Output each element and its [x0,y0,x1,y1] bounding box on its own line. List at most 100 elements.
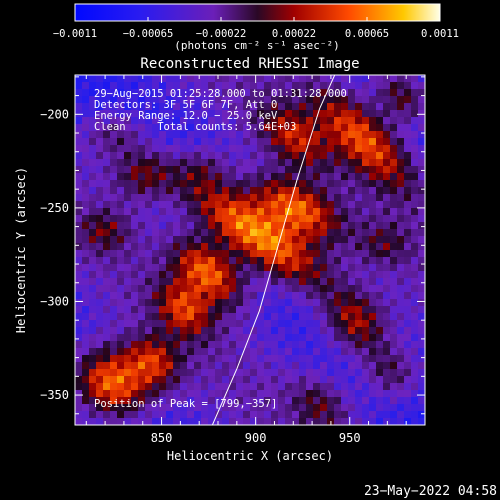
heatmap-cell [257,292,265,300]
heatmap-cell [166,271,174,279]
heatmap-cell [383,138,391,146]
heatmap-cell [362,145,370,153]
heatmap-cell [124,306,132,314]
heatmap-cell [376,390,384,398]
heatmap-cell [327,110,335,118]
heatmap-cell [369,138,377,146]
heatmap-cell [376,306,384,314]
heatmap-cell [180,236,188,244]
heatmap-cell [271,229,279,237]
heatmap-cell [145,138,153,146]
heatmap-cell [411,250,419,258]
heatmap-cell [229,222,237,230]
heatmap-cell [313,82,321,90]
heatmap-cell [404,299,412,307]
heatmap-cell [362,369,370,377]
heatmap-cell [418,201,425,209]
heatmap-cell [166,306,174,314]
heatmap-cell [208,229,216,237]
heatmap-cell [180,173,188,181]
heatmap-cell [166,152,174,160]
heatmap-cell [131,264,139,272]
heatmap-cell [376,159,384,167]
heatmap-cell [75,362,83,370]
heatmap-cell [292,264,300,272]
heatmap-cell [341,390,349,398]
heatmap-cell [418,376,425,384]
heatmap-cell [236,397,244,405]
heatmap-cell [187,166,195,174]
heatmap-cell [222,376,230,384]
heatmap-cell [96,306,104,314]
heatmap-cell [383,180,391,188]
heatmap-cell [131,390,139,398]
heatmap-cell [236,138,244,146]
heatmap-cell [355,306,363,314]
heatmap-cell [376,355,384,363]
heatmap-cell [313,285,321,293]
heatmap-cell [376,257,384,265]
heatmap-cell [327,362,335,370]
heatmap-cell [117,334,125,342]
heatmap-cell [173,173,181,181]
heatmap-cell [292,299,300,307]
heatmap-cell [404,201,412,209]
heatmap-cell [390,173,398,181]
heatmap-cell [348,173,356,181]
heatmap-cell [418,166,425,174]
heatmap-cell [117,222,125,230]
heatmap-cell [194,285,202,293]
heatmap-cell [313,187,321,195]
heatmap-cell [334,355,342,363]
heatmap-cell [208,166,216,174]
heatmap-cell [166,299,174,307]
heatmap-cell [369,208,377,216]
heatmap-cell [201,243,209,251]
heatmap-cell [236,278,244,286]
heatmap-cell [201,124,209,132]
heatmap-cell [138,215,146,223]
annotation-detectors: Detectors: 3F 5F 6F 7F, Att 0 [94,99,277,111]
heatmap-cell [369,271,377,279]
heatmap-cell [320,397,328,405]
heatmap-cell [306,96,314,104]
heatmap-cell [327,138,335,146]
heatmap-cell [292,187,300,195]
heatmap-cell [236,103,244,111]
heatmap-cell [145,397,153,405]
heatmap-cell [236,187,244,195]
heatmap-cell [362,383,370,391]
heatmap-cell [271,194,279,202]
heatmap-cell [313,292,321,300]
heatmap-cell [250,215,258,223]
heatmap-cell [166,341,174,349]
heatmap-cell [208,271,216,279]
heatmap-cell [96,159,104,167]
heatmap-cell [131,173,139,181]
heatmap-cell [180,362,188,370]
heatmap-cell [75,215,83,223]
heatmap-cell [411,194,419,202]
heatmap-cell [180,320,188,328]
heatmap-cell [201,306,209,314]
heatmap-cell [348,152,356,160]
heatmap-cell [138,264,146,272]
heatmap-cell [117,208,125,216]
heatmap-cell [243,320,251,328]
heatmap-cell [313,411,321,419]
heatmap-cell [89,404,97,412]
heatmap-cell [348,383,356,391]
heatmap-cell [159,75,167,83]
heatmap-cell [117,341,125,349]
heatmap-cell [243,292,251,300]
heatmap-cell [145,369,153,377]
heatmap-cell [348,278,356,286]
heatmap-cell [306,376,314,384]
heatmap-cell [208,404,216,412]
heatmap-cell [243,187,251,195]
heatmap-cell [383,250,391,258]
heatmap-cell [327,208,335,216]
heatmap-cell [236,110,244,118]
heatmap-cell [299,348,307,356]
heatmap-cell [103,320,111,328]
